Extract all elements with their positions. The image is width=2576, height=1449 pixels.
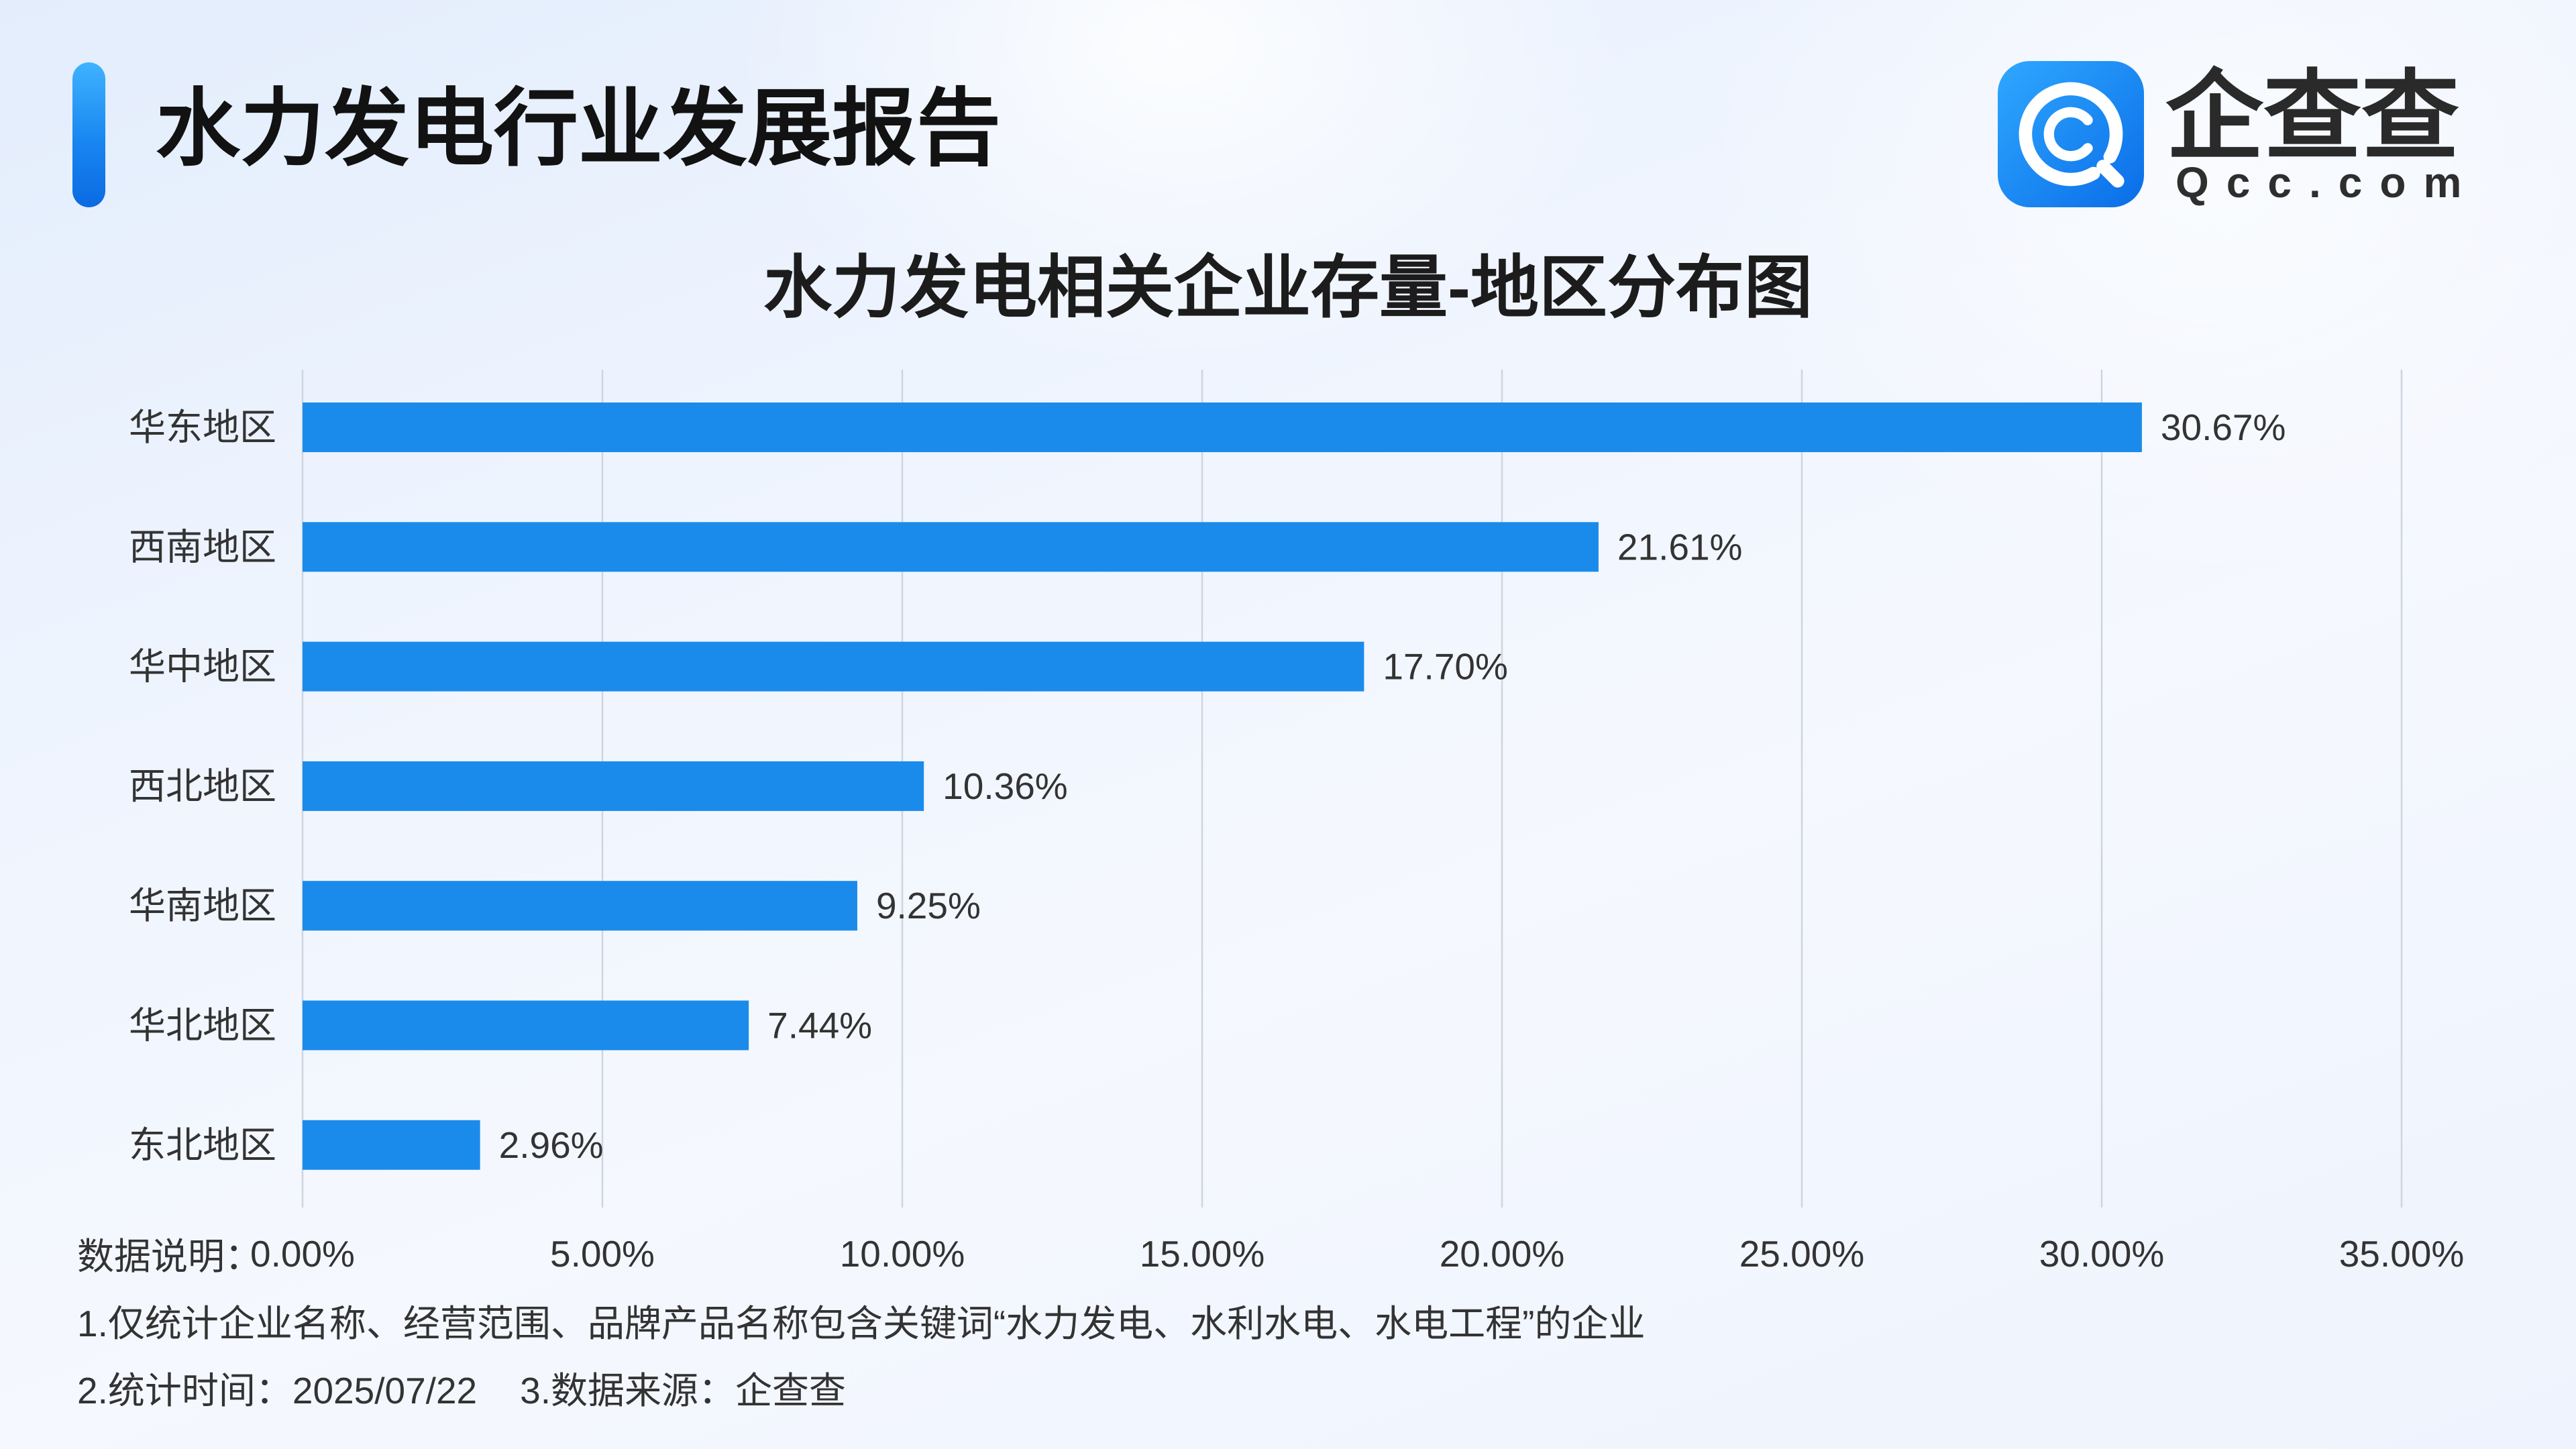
x-axis-tick-labels: 0.00% 5.00% 10.00% 15.00% 20.00% 25.00% 30.00%… [250, 1233, 2464, 1275]
category-label: 华南地区 [129, 885, 276, 926]
data-notes: 数据说明： 1.仅统计企业名称、经营范围、品牌产品名称包含关键词“水力发电、水利… [77, 1223, 1646, 1424]
bar [303, 522, 1599, 572]
notes-label: 数据说明： [77, 1236, 262, 1277]
bar [303, 1120, 480, 1170]
value-labels: 30.67% 21.61% 17.70% 10.36% 9.25% 7.44% 2.96% [499, 407, 2286, 1166]
category-label: 华中地区 [129, 646, 276, 688]
logo-domain: Qcc.com [2176, 158, 2479, 207]
value-label: 10.36% [943, 765, 1068, 807]
x-tick-label: 30.00% [2039, 1233, 2165, 1275]
value-label: 7.44% [767, 1005, 872, 1046]
notes-meta: 2.统计时间：2025/07/22 3.数据来源：企查查 [77, 1357, 1646, 1424]
notes-source: 3.数据来源：企查查 [520, 1370, 847, 1411]
x-tick-label: 0.00% [250, 1233, 355, 1275]
notes-stat-time: 2.统计时间：2025/07/22 [77, 1370, 478, 1411]
value-label: 9.25% [876, 885, 981, 926]
bar [303, 402, 2142, 452]
x-tick-label: 20.00% [1440, 1233, 1565, 1275]
x-tick-label: 25.00% [1739, 1233, 1865, 1275]
bar [303, 1000, 749, 1051]
bar [303, 881, 857, 931]
x-tick-label: 15.00% [1140, 1233, 1265, 1275]
value-label: 30.67% [2161, 407, 2286, 448]
category-label: 东北地区 [129, 1124, 276, 1166]
category-label: 华东地区 [129, 407, 276, 448]
bars [303, 402, 2142, 1170]
title-accent-bar [72, 62, 105, 207]
value-label: 21.61% [1617, 526, 1743, 568]
category-label: 西南地区 [129, 526, 276, 568]
x-tick-label: 10.00% [840, 1233, 965, 1275]
qcc-logo-icon [1998, 61, 2144, 207]
notes-scope: 1.仅统计企业名称、经营范围、品牌产品名称包含关键词“水力发电、水利水电、水电工… [77, 1303, 1646, 1344]
category-label: 华北地区 [129, 1005, 276, 1046]
logo-wordmark: 企查查 [2165, 62, 2459, 171]
chart-title: 水力发电相关企业存量-地区分布图 [763, 250, 1813, 326]
bar [303, 641, 1364, 692]
category-label: 西北地区 [129, 765, 276, 807]
value-label: 2.96% [499, 1124, 604, 1166]
report-title: 水力发电行业发展报告 [156, 81, 1001, 176]
bar [303, 761, 924, 811]
x-tick-label: 35.00% [2339, 1233, 2465, 1275]
value-label: 17.70% [1383, 646, 1508, 688]
x-tick-label: 5.00% [550, 1233, 655, 1275]
